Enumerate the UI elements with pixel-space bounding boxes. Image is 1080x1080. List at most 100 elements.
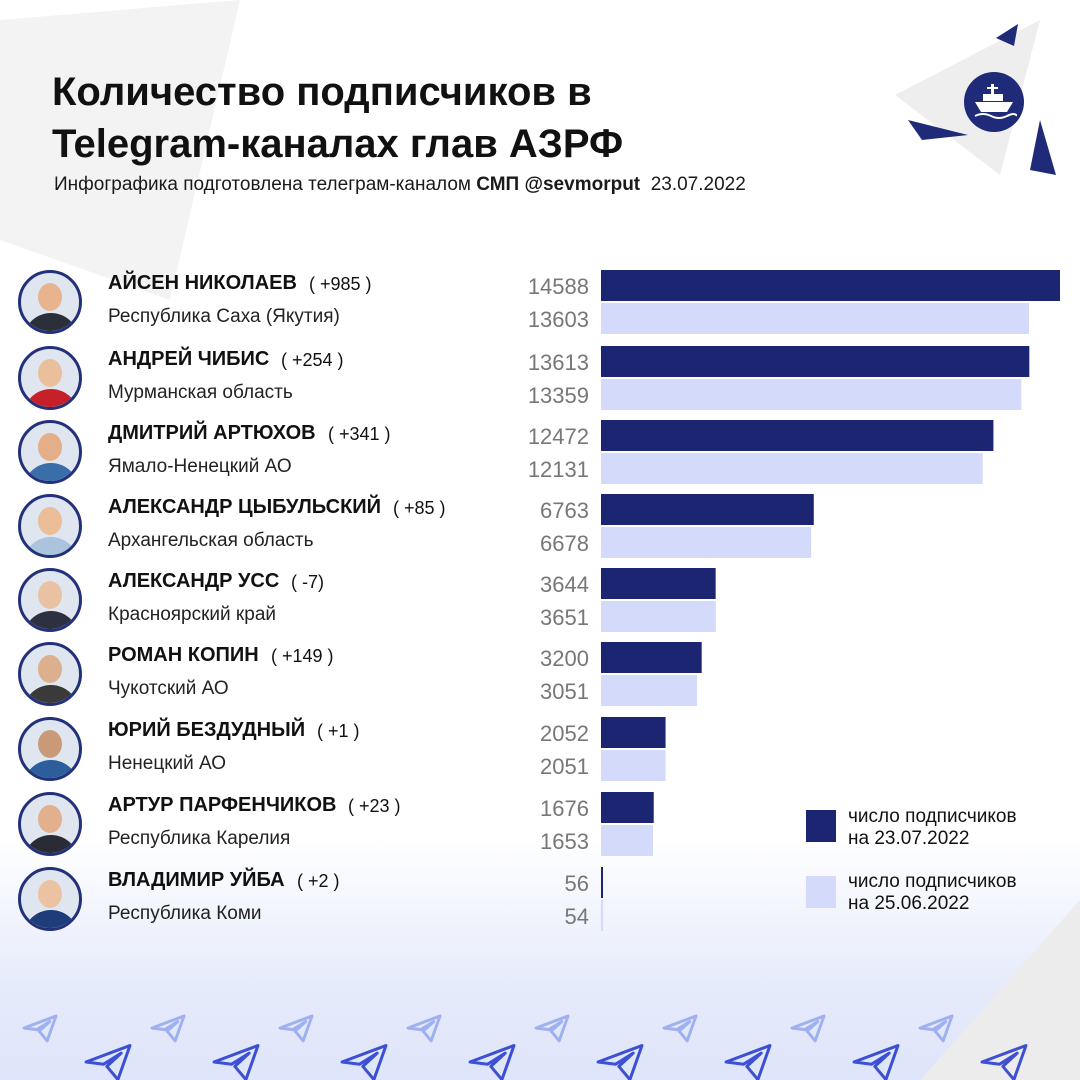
avatar-head <box>38 507 62 535</box>
avatar-head <box>38 433 62 461</box>
value-label: 13359 <box>528 383 589 408</box>
leader-region: Мурманская область <box>108 382 293 403</box>
telegram-plane-icon <box>468 1044 516 1080</box>
telegram-plane-icon <box>724 1044 772 1080</box>
telegram-pattern <box>22 1014 1028 1080</box>
avatar-head <box>38 805 62 833</box>
leader-delta: ( +23 ) <box>348 796 401 816</box>
leader-row: АНДРЕЙ ЧИБИС ( +254 ) Мурманская область <box>0 344 520 418</box>
subtitle: Инфографика подготовлена телеграм-канало… <box>54 174 746 196</box>
bar-current <box>601 346 1030 377</box>
leader-name: РОМАН КОПИН <box>108 644 259 666</box>
telegram-plane-icon <box>278 1014 314 1043</box>
leader-row: ВЛАДИМИР УЙБА ( +2 ) Республика Коми <box>0 865 520 939</box>
avatar-head <box>38 880 62 908</box>
telegram-plane-icon <box>534 1014 570 1043</box>
value-label: 12472 <box>528 424 589 449</box>
avatar <box>18 346 82 410</box>
bar-current <box>601 420 994 451</box>
leader-name: АРТУР ПАРФЕНЧИКОВ <box>108 794 337 816</box>
leader-region: Республика Коми <box>108 903 262 924</box>
ship-logo-icon <box>964 72 1024 132</box>
avatar <box>18 494 82 558</box>
leader-row: АРТУР ПАРФЕНЧИКОВ ( +23 ) Республика Карел… <box>0 790 520 864</box>
value-label: 6763 <box>540 498 589 523</box>
legend-current-swatch <box>806 810 836 842</box>
subtitle-channel: СМП @sevmorput <box>476 174 641 195</box>
bar-previous <box>601 303 1030 334</box>
bar-previous <box>601 379 1022 410</box>
telegram-plane-icon <box>980 1044 1028 1080</box>
avatar <box>18 792 82 856</box>
legend-previous-label: число подписчиков на 25.06.2022 <box>848 871 1017 914</box>
avatar-body <box>23 313 79 331</box>
leader-delta: ( +341 ) <box>328 424 391 444</box>
leader-region: Ненецкий АО <box>108 753 227 774</box>
value-label: 1653 <box>540 829 589 854</box>
avatar <box>18 717 82 781</box>
avatar <box>18 642 82 706</box>
avatar-head <box>38 730 62 758</box>
telegram-plane-icon <box>340 1044 388 1080</box>
leader-row: АЛЕКСАНДР ЦЫБУЛЬСКИЙ ( +85 ) Архангельская… <box>0 492 520 566</box>
accent-triangle-1 <box>996 24 1018 46</box>
leader-name: АЛЕКСАНДР УСС <box>108 570 280 592</box>
value-label: 13603 <box>528 307 589 332</box>
avatar-body <box>23 835 79 853</box>
legend-current-label: число подписчиков на 23.07.2022 <box>848 806 1017 849</box>
leader-name: АЛЕКСАНДР ЦЫБУЛЬСКИЙ <box>108 496 382 518</box>
leader-name: АНДРЕЙ ЧИБИС <box>108 348 270 370</box>
value-label: 3200 <box>540 646 589 671</box>
leader-row: ДМИТРИЙ АРТЮХОВ ( +341 ) Ямало-Ненецкий АО <box>0 418 520 492</box>
bar-previous <box>601 675 697 706</box>
telegram-plane-icon <box>918 1014 954 1043</box>
bar-current <box>601 270 1060 301</box>
value-label: 3051 <box>540 679 589 704</box>
value-label: 3644 <box>540 572 589 597</box>
telegram-plane-icon <box>596 1044 644 1080</box>
bar-previous <box>601 601 716 632</box>
value-label: 2051 <box>540 754 589 779</box>
leader-name: ЮРИЙ БЕЗДУДНЫЙ <box>108 719 306 741</box>
value-label: 54 <box>565 904 589 929</box>
leader-region: Республика Саха (Якутия) <box>108 306 340 327</box>
avatar-head <box>38 359 62 387</box>
telegram-plane-icon <box>150 1014 186 1043</box>
value-label: 2052 <box>540 721 589 746</box>
value-label: 14588 <box>528 274 589 299</box>
subtitle-date: 23.07.2022 <box>650 174 746 195</box>
bar-current <box>601 867 603 898</box>
leader-name: АЙСЕН НИКОЛАЕВ <box>108 272 297 294</box>
avatar-head <box>38 655 62 683</box>
bar-previous <box>601 527 812 558</box>
bar-current <box>601 717 666 748</box>
avatar-body <box>23 910 79 928</box>
leader-region: Республика Карелия <box>108 828 291 849</box>
bar-current <box>601 568 716 599</box>
value-label: 1676 <box>540 796 589 821</box>
telegram-plane-icon <box>662 1014 698 1043</box>
background-gradient <box>0 840 1080 1080</box>
leader-delta: ( +985 ) <box>309 274 372 294</box>
avatar <box>18 420 82 484</box>
value-label: 12131 <box>528 457 589 482</box>
avatar-body <box>23 463 79 481</box>
leader-delta: ( +85 ) <box>393 498 446 518</box>
bar-previous <box>601 900 603 931</box>
telegram-plane-icon <box>84 1044 132 1080</box>
bg-triangle-bottom <box>920 900 1080 1080</box>
leader-region: Ямало-Ненецкий АО <box>108 456 292 477</box>
page-title: Количество подписчиков в Telegram-канала… <box>52 70 624 166</box>
leader-row: АЙСЕН НИКОЛАЕВ ( +985 ) Республика Саха (Я… <box>0 268 520 342</box>
value-label: 13613 <box>528 350 589 375</box>
bar-previous <box>601 750 666 781</box>
telegram-plane-icon <box>406 1014 442 1043</box>
value-label: 6678 <box>540 531 589 556</box>
avatar <box>18 270 82 334</box>
leader-row: ЮРИЙ БЕЗДУДНЫЙ ( +1 ) Ненецкий АО <box>0 715 520 789</box>
telegram-plane-icon <box>212 1044 260 1080</box>
telegram-plane-icon <box>22 1014 58 1043</box>
